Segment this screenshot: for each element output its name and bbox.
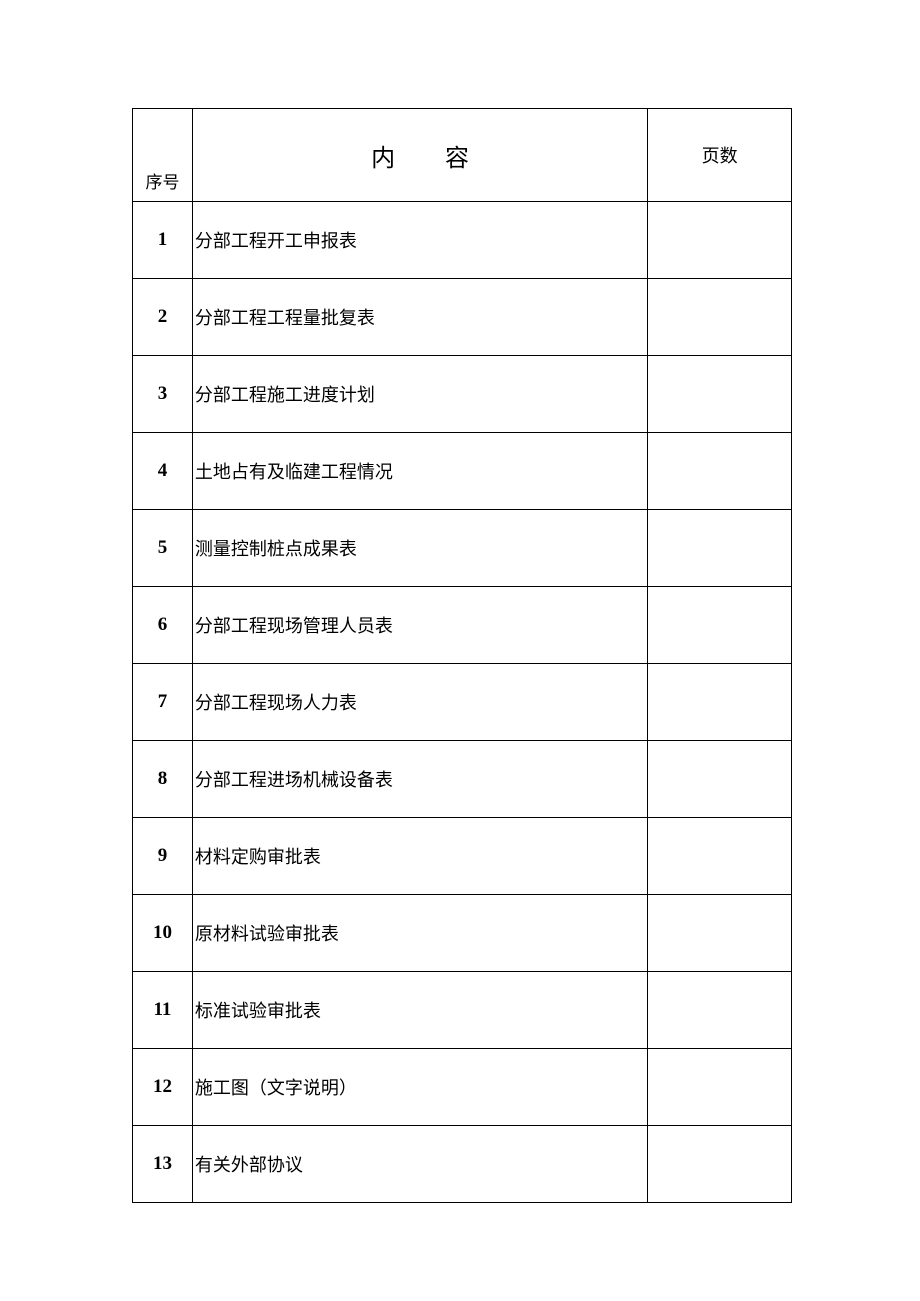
row-pages (648, 510, 792, 587)
table-row: 5测量控制桩点成果表 (133, 510, 792, 587)
table-row: 6分部工程现场管理人员表 (133, 587, 792, 664)
row-pages (648, 972, 792, 1049)
table-row: 4土地占有及临建工程情况 (133, 433, 792, 510)
header-content: 内容 (192, 109, 647, 202)
row-pages (648, 587, 792, 664)
row-pages (648, 356, 792, 433)
row-content: 原材料试验审批表 (192, 895, 647, 972)
row-seq: 1 (133, 202, 193, 279)
row-seq: 7 (133, 664, 193, 741)
row-content: 测量控制桩点成果表 (192, 510, 647, 587)
row-seq: 13 (133, 1126, 193, 1203)
row-pages (648, 1126, 792, 1203)
row-pages (648, 433, 792, 510)
row-pages (648, 279, 792, 356)
row-seq: 6 (133, 587, 193, 664)
table-row: 10原材料试验审批表 (133, 895, 792, 972)
row-content: 土地占有及临建工程情况 (192, 433, 647, 510)
header-pages: 页数 (648, 109, 792, 202)
row-pages (648, 895, 792, 972)
table-row: 12施工图（文字说明） (133, 1049, 792, 1126)
row-content: 分部工程开工申报表 (192, 202, 647, 279)
row-pages (648, 664, 792, 741)
table-container: 序号 内容 页数 1分部工程开工申报表2分部工程工程量批复表3分部工程施工进度计… (132, 108, 792, 1203)
header-seq: 序号 (133, 109, 193, 202)
row-seq: 8 (133, 741, 193, 818)
row-seq: 4 (133, 433, 193, 510)
row-seq: 3 (133, 356, 193, 433)
table-row: 9材料定购审批表 (133, 818, 792, 895)
row-content: 材料定购审批表 (192, 818, 647, 895)
row-content: 分部工程施工进度计划 (192, 356, 647, 433)
row-seq: 12 (133, 1049, 193, 1126)
row-seq: 9 (133, 818, 193, 895)
row-content: 分部工程现场管理人员表 (192, 587, 647, 664)
row-seq: 11 (133, 972, 193, 1049)
row-seq: 2 (133, 279, 193, 356)
row-seq: 10 (133, 895, 193, 972)
row-content: 施工图（文字说明） (192, 1049, 647, 1126)
contents-table: 序号 内容 页数 1分部工程开工申报表2分部工程工程量批复表3分部工程施工进度计… (132, 108, 792, 1203)
row-content: 有关外部协议 (192, 1126, 647, 1203)
row-pages (648, 202, 792, 279)
table-header-row: 序号 内容 页数 (133, 109, 792, 202)
table-row: 2分部工程工程量批复表 (133, 279, 792, 356)
table-row: 13有关外部协议 (133, 1126, 792, 1203)
table-row: 8分部工程进场机械设备表 (133, 741, 792, 818)
table-row: 1分部工程开工申报表 (133, 202, 792, 279)
row-content: 分部工程工程量批复表 (192, 279, 647, 356)
row-pages (648, 818, 792, 895)
row-pages (648, 741, 792, 818)
row-content: 标准试验审批表 (192, 972, 647, 1049)
row-seq: 5 (133, 510, 193, 587)
table-row: 7分部工程现场人力表 (133, 664, 792, 741)
row-content: 分部工程进场机械设备表 (192, 741, 647, 818)
table-row: 3分部工程施工进度计划 (133, 356, 792, 433)
table-row: 11标准试验审批表 (133, 972, 792, 1049)
table-body: 序号 内容 页数 1分部工程开工申报表2分部工程工程量批复表3分部工程施工进度计… (133, 109, 792, 1203)
row-pages (648, 1049, 792, 1126)
row-content: 分部工程现场人力表 (192, 664, 647, 741)
